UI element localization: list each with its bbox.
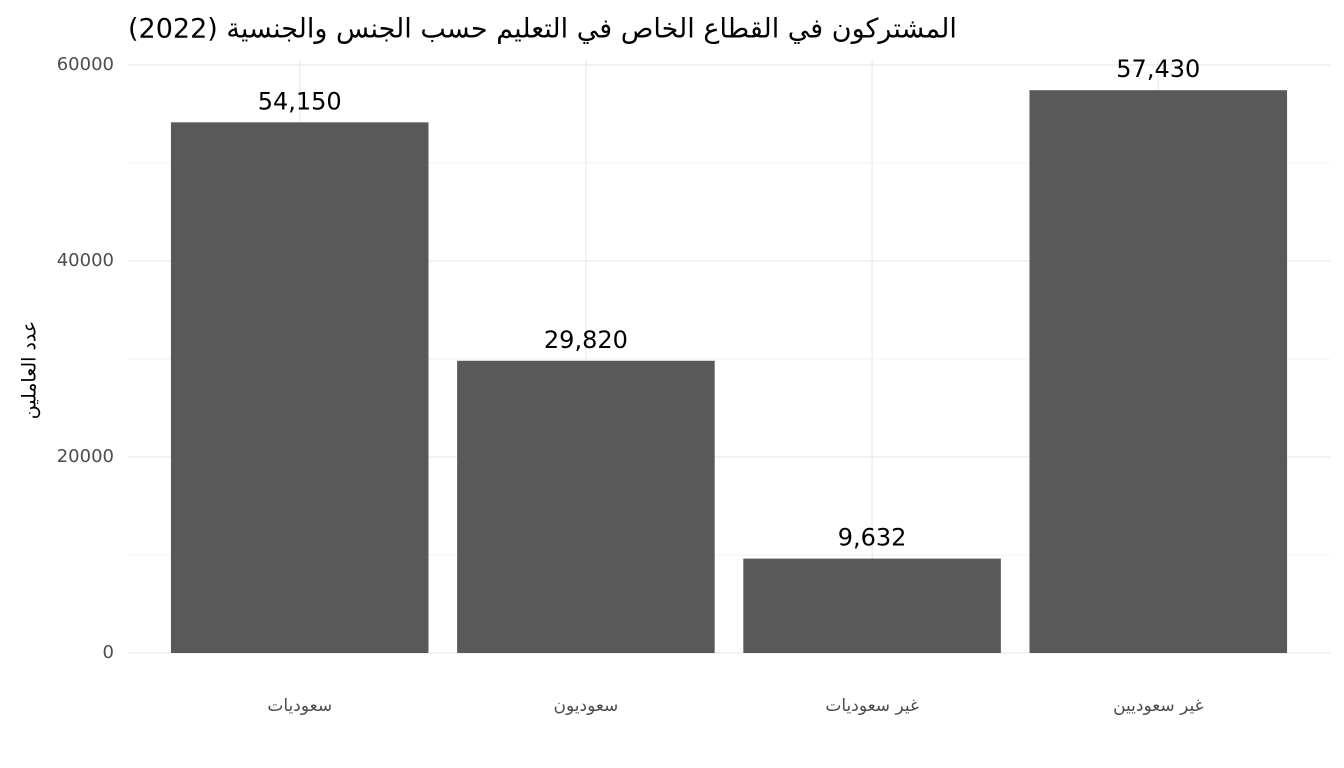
bar [457,360,715,653]
value-label: 57,430 [1116,55,1200,83]
bar [1029,90,1288,654]
y-tick-label: 40000 [57,250,114,271]
y-axis-label: عدد العاملين [19,321,41,420]
value-label: 9,632 [838,524,907,552]
x-tick-label: غير سعوديين [1113,696,1204,716]
x-tick-label: سعوديات [267,696,332,716]
bar [743,558,1001,653]
value-label: 54,150 [258,87,342,115]
y-tick-label: 20000 [57,446,114,467]
chart-title: المشتركون في القطاع الخاص في التعليم حسب… [128,14,957,45]
bar [170,122,429,653]
y-tick-label: 60000 [57,54,114,75]
y-tick-label: 0 [103,642,114,663]
value-label: 29,820 [544,326,628,354]
x-tick-label: سعوديون [554,696,619,716]
x-tick-label: غير سعوديات [825,696,919,716]
